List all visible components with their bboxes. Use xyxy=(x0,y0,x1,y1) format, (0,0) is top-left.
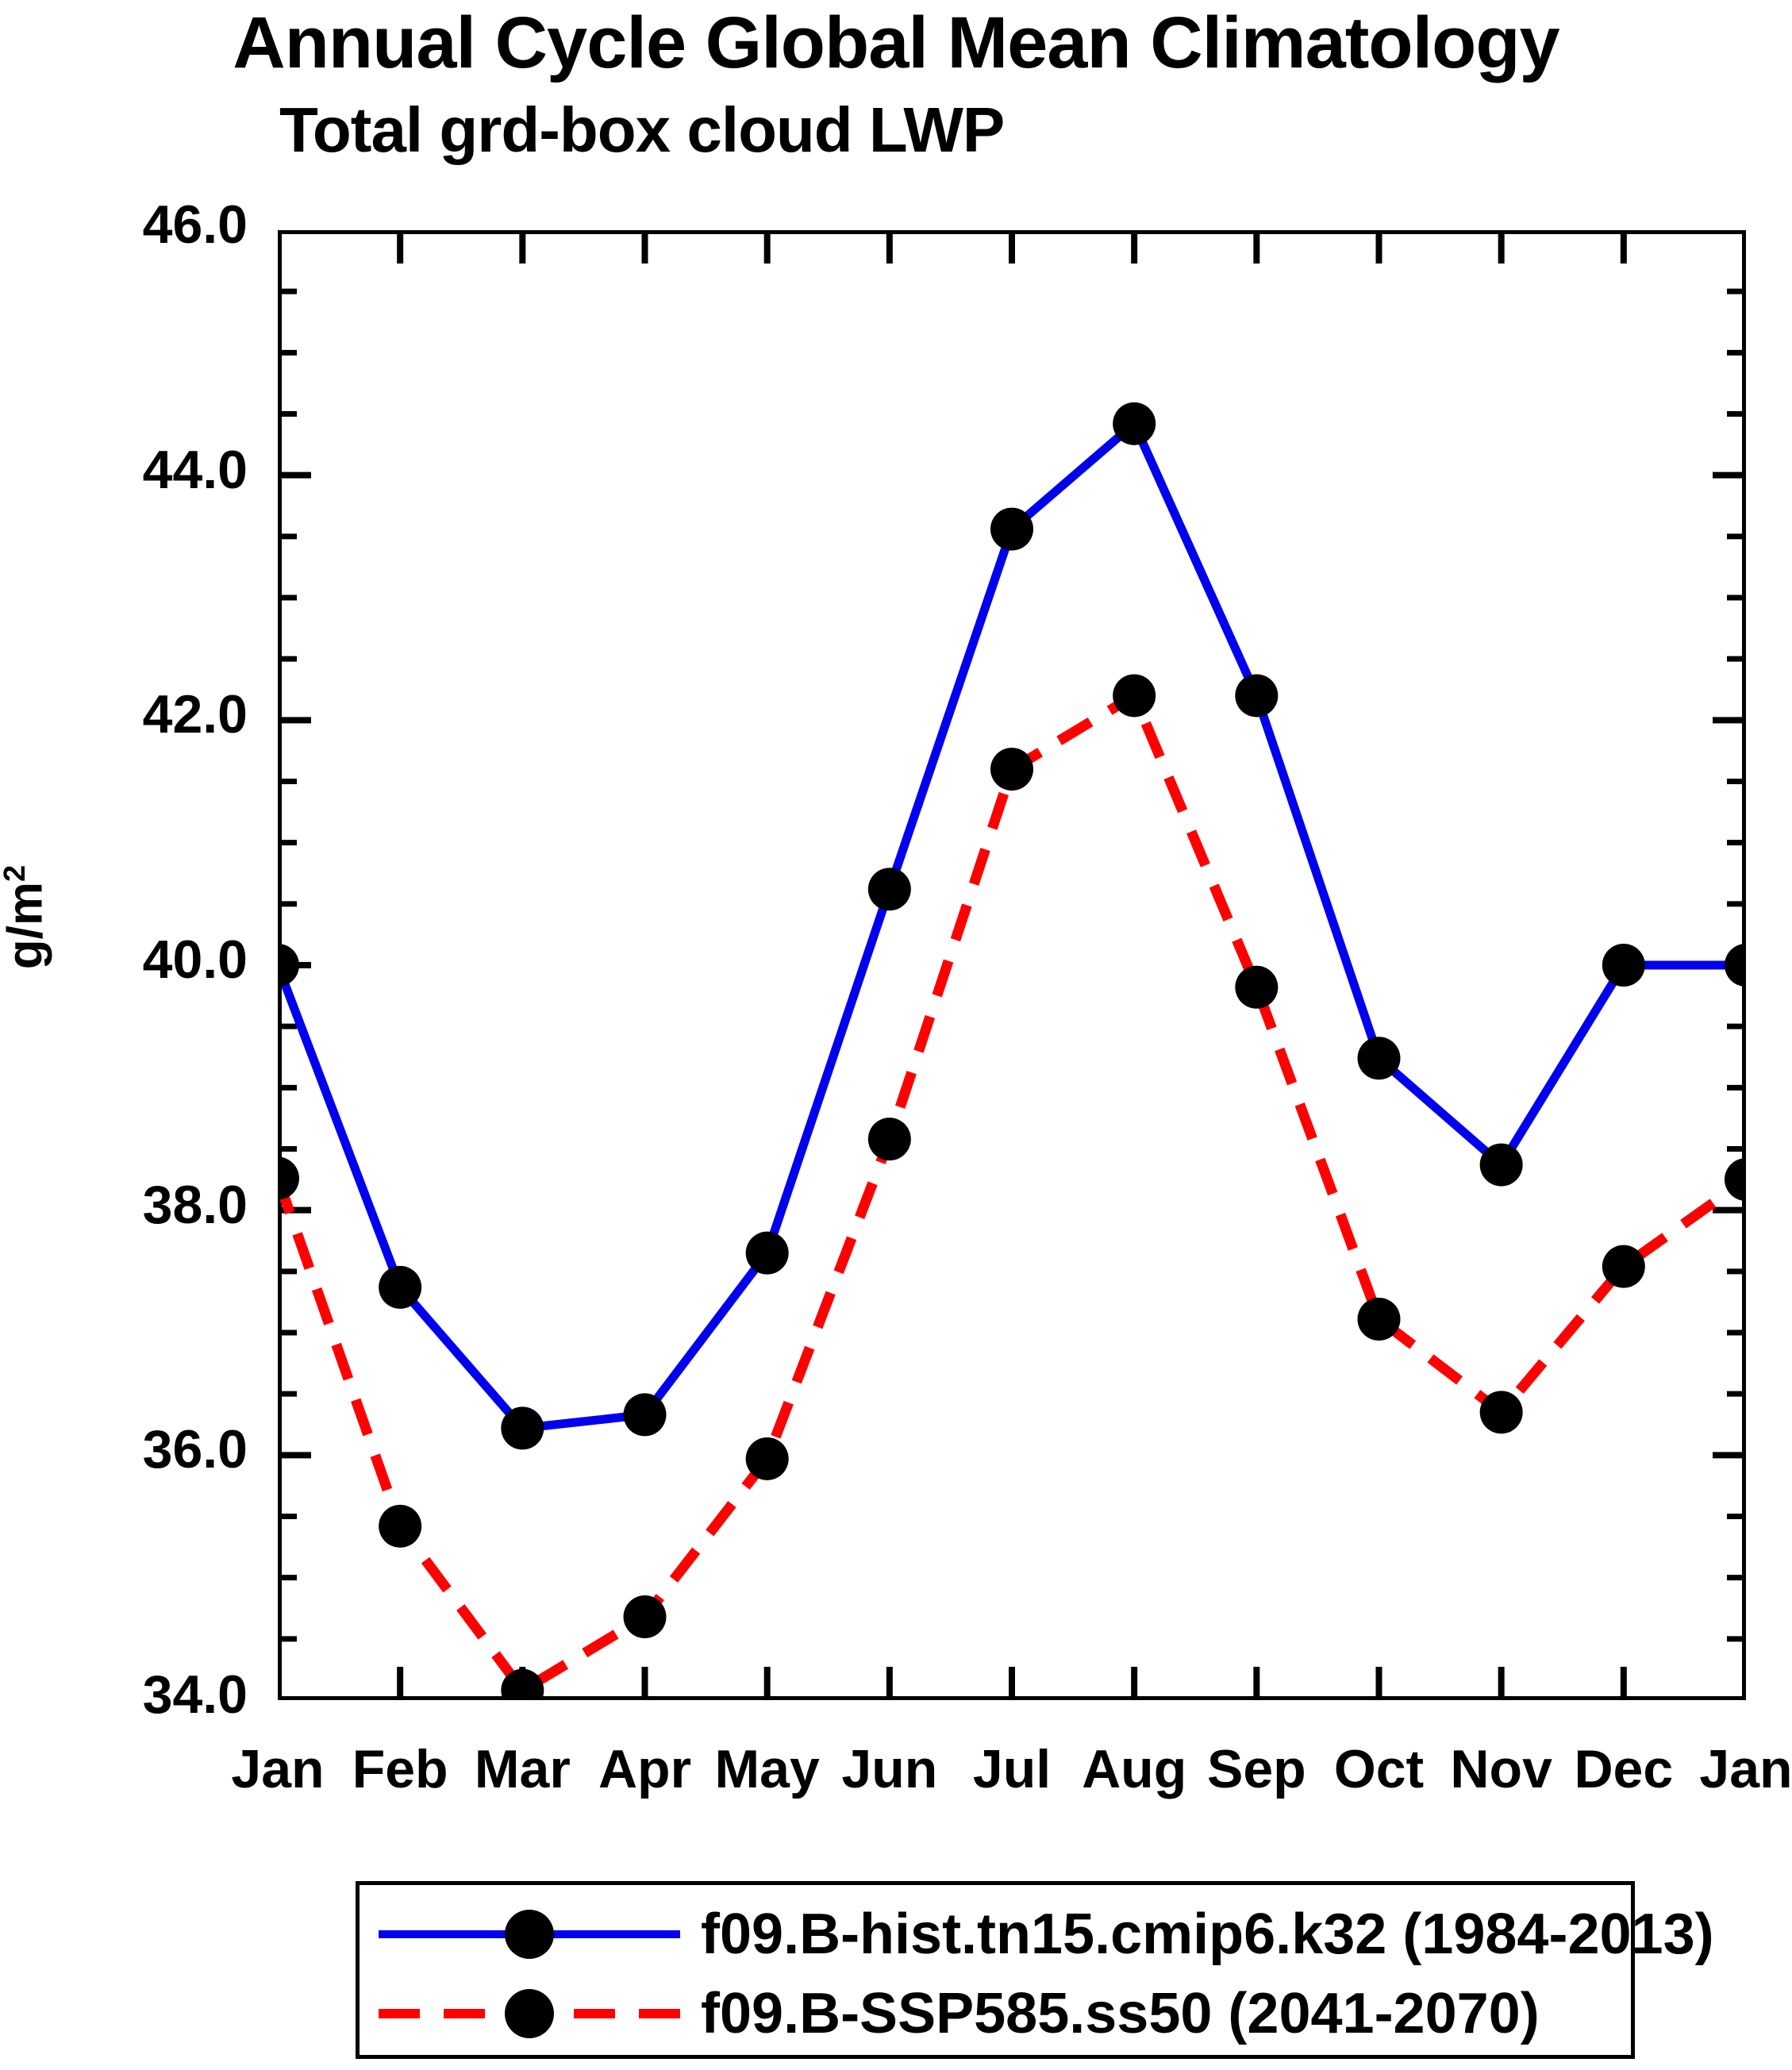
data-point-0-1 xyxy=(379,1265,422,1309)
x-axis-tick-label: Aug xyxy=(1082,1739,1187,1799)
x-axis-tick-label: Jun xyxy=(841,1739,938,1799)
y-axis-tick-label: 34.0 xyxy=(142,1664,248,1725)
data-point-1-8 xyxy=(1235,965,1279,1009)
data-point-0-6 xyxy=(990,507,1033,551)
data-point-0-8 xyxy=(1235,674,1279,718)
legend-box: f09.B-hist.tn15.cmip6.k32 (1984-2013) f0… xyxy=(356,1881,1714,2059)
data-point-0-7 xyxy=(1113,402,1156,445)
data-point-1-9 xyxy=(1357,1298,1401,1341)
data-point-1-0 xyxy=(278,1156,299,1200)
data-point-1-6 xyxy=(990,748,1033,791)
x-axis-tick-label: Feb xyxy=(352,1739,448,1799)
data-point-1-4 xyxy=(745,1437,789,1480)
data-point-0-5 xyxy=(867,868,911,911)
data-point-1-2 xyxy=(501,1668,544,1700)
data-point-0-11 xyxy=(1602,944,1645,987)
data-point-0-12 xyxy=(1725,944,1746,987)
plot-svg xyxy=(278,230,1746,1700)
y-axis-tick-label: 40.0 xyxy=(142,929,248,990)
legend-entry-1[interactable]: f09.B-SSP585.ss50 (2041-2070) xyxy=(360,1974,1639,2053)
y-axis-tick-label: 46.0 xyxy=(142,194,248,255)
data-point-1-1 xyxy=(379,1504,422,1548)
data-point-0-0 xyxy=(278,944,299,987)
data-point-0-9 xyxy=(1357,1037,1401,1080)
x-axis-tick-label: Mar xyxy=(474,1739,571,1799)
y-axis-label-exponent: 2 xyxy=(0,864,32,882)
x-axis-tick-label: Jan xyxy=(231,1739,325,1799)
data-point-0-10 xyxy=(1479,1143,1523,1187)
plot-area xyxy=(278,230,1746,1700)
series-line-0 xyxy=(278,416,1746,1433)
x-axis-tick-label: Jan xyxy=(1699,1739,1792,1799)
chart-subtitle: Total grd-box cloud LWP xyxy=(279,94,1005,165)
legend-swatch-0 xyxy=(379,1910,680,1959)
y-axis-tick-label: 44.0 xyxy=(142,439,248,500)
data-point-1-12 xyxy=(1725,1158,1746,1202)
data-point-0-3 xyxy=(623,1393,667,1437)
x-axis-tick-label: Dec xyxy=(1574,1739,1674,1799)
x-axis-tick-label: Apr xyxy=(598,1739,692,1799)
x-axis-tick-label: May xyxy=(714,1739,820,1799)
data-point-0-2 xyxy=(501,1406,544,1450)
legend-swatch-1 xyxy=(379,1989,680,2038)
legend-label-0: f09.B-hist.tn15.cmip6.k32 (1984-2013) xyxy=(701,1903,1714,1966)
data-point-1-5 xyxy=(867,1118,911,1161)
x-axis-tick-label: Nov xyxy=(1450,1739,1552,1799)
data-point-1-3 xyxy=(623,1595,667,1639)
data-point-1-10 xyxy=(1479,1391,1523,1434)
x-axis-tick-label: Jul xyxy=(972,1739,1052,1799)
legend-label-1: f09.B-SSP585.ss50 (2041-2070) xyxy=(701,1982,1540,2045)
x-axis-tick-label: Oct xyxy=(1333,1739,1425,1799)
y-axis-tick-label: 36.0 xyxy=(142,1419,248,1480)
axis-frame xyxy=(278,230,1746,1700)
data-point-1-11 xyxy=(1602,1245,1645,1288)
legend-entry-0[interactable]: f09.B-hist.tn15.cmip6.k32 (1984-2013) xyxy=(360,1895,1714,1974)
y-axis-tick-label: 42.0 xyxy=(142,684,248,745)
series-line-1 xyxy=(278,688,1746,1698)
data-point-0-4 xyxy=(745,1231,789,1275)
x-axis-tick-label: Sep xyxy=(1206,1739,1306,1799)
chart-title: Annual Cycle Global Mean Climatology xyxy=(233,2,1559,83)
data-point-1-7 xyxy=(1113,674,1156,718)
y-axis-tick-label: 38.0 xyxy=(142,1174,248,1235)
